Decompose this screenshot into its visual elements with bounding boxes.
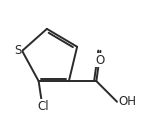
Text: Cl: Cl [37,100,49,113]
Text: S: S [14,44,22,57]
Text: O: O [96,54,105,67]
Text: OH: OH [118,95,136,108]
